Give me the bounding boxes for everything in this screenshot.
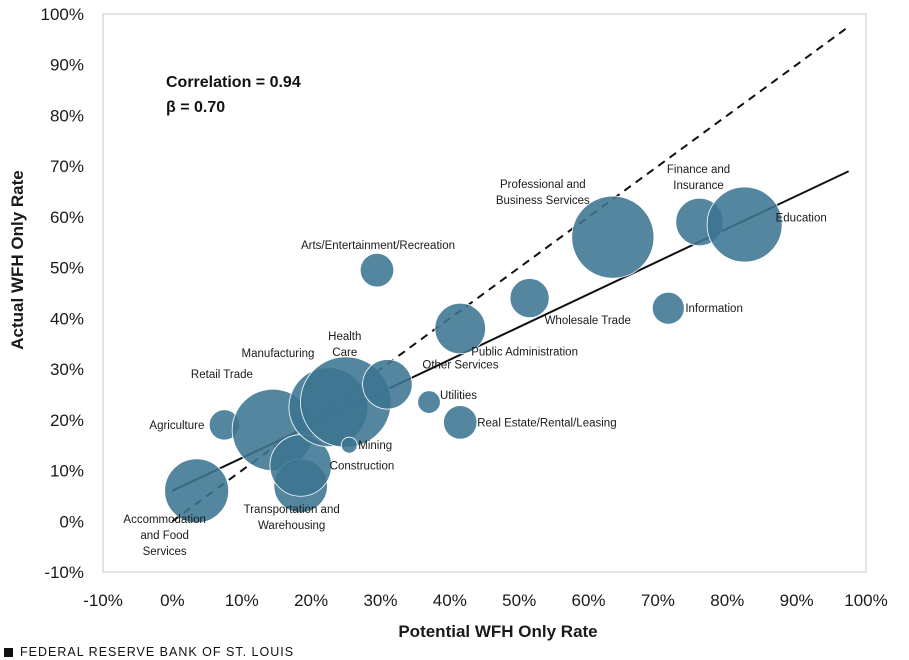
- bubble-label: Manufacturing: [242, 348, 315, 360]
- y-tick-label: 10%: [50, 462, 84, 481]
- x-tick-label: -10%: [83, 591, 123, 610]
- bubble-label: Agriculture: [149, 420, 204, 432]
- y-tick-label: 60%: [50, 208, 84, 227]
- y-tick-label: 20%: [50, 411, 84, 430]
- y-tick-label: 0%: [59, 512, 84, 531]
- y-tick-label: -10%: [44, 563, 84, 582]
- bubble-label: Public Administration: [471, 347, 578, 359]
- data-bubble: [571, 195, 655, 279]
- bubble-label: Wholesale Trade: [545, 315, 631, 327]
- y-tick-label: 70%: [50, 157, 84, 176]
- beta-annotation: β = 0.70: [166, 99, 225, 116]
- bubble-label: Retail Trade: [191, 369, 253, 381]
- x-tick-label: 80%: [710, 591, 744, 610]
- y-tick-label: 100%: [41, 5, 84, 24]
- data-bubble: [417, 390, 441, 414]
- x-tick-label: 70%: [641, 591, 675, 610]
- bubble-label: Real Estate/Rental/Leasing: [477, 417, 616, 429]
- data-bubble: [443, 405, 478, 440]
- bubble-label: Accommodation and Food Services: [123, 514, 205, 558]
- y-tick-label: 40%: [50, 309, 84, 328]
- x-tick-label: 60%: [572, 591, 606, 610]
- x-axis-title: Potential WFH Only Rate: [398, 622, 597, 641]
- x-tick-label: 30%: [363, 591, 397, 610]
- x-tick-label: 40%: [433, 591, 467, 610]
- bubble-label: Professional and Business Services: [496, 179, 590, 207]
- bubble-label: Construction: [330, 460, 395, 472]
- y-tick-label: 80%: [50, 106, 84, 125]
- data-bubble: [651, 291, 685, 325]
- source-label: FEDERAL RESERVE BANK OF ST. LOUIS: [20, 645, 295, 659]
- x-tick-label: 20%: [294, 591, 328, 610]
- x-tick-label: 10%: [225, 591, 259, 610]
- data-bubble: [362, 359, 413, 410]
- bubble-label: Health Care: [328, 331, 361, 359]
- y-tick-label: 90%: [50, 56, 84, 75]
- bubble-label: Information: [685, 303, 743, 315]
- bubble-label: Other Services: [422, 359, 498, 371]
- source-footer: FEDERAL RESERVE BANK OF ST. LOUIS: [4, 644, 294, 660]
- footer-square-icon: [4, 647, 13, 657]
- bubble-label: Utilities: [440, 390, 477, 402]
- correlation-annotation: Correlation = 0.94: [166, 74, 301, 91]
- data-bubble: [164, 458, 230, 524]
- x-tick-label: 100%: [844, 591, 887, 610]
- x-tick-label: 0%: [160, 591, 185, 610]
- bubble-label: Education: [776, 213, 827, 225]
- bubble-label: Mining: [358, 440, 392, 452]
- bubble-label: Finance and Insurance: [667, 164, 730, 192]
- x-tick-label: 90%: [780, 591, 814, 610]
- y-tick-label: 50%: [50, 259, 84, 278]
- data-bubble: [359, 252, 395, 288]
- x-tick-label: 50%: [502, 591, 536, 610]
- data-bubble: [706, 186, 783, 263]
- plot-area-border: [102, 13, 867, 573]
- y-tick-label: 30%: [50, 360, 84, 379]
- data-bubble: [340, 436, 358, 454]
- data-bubble: [509, 278, 550, 319]
- y-axis-title: Actual WFH Only Rate: [8, 170, 27, 349]
- bubble-label: Transportation and Warehousing: [244, 504, 340, 532]
- bubble-label: Arts/Entertainment/Recreation: [301, 240, 455, 252]
- data-bubble: [434, 302, 486, 355]
